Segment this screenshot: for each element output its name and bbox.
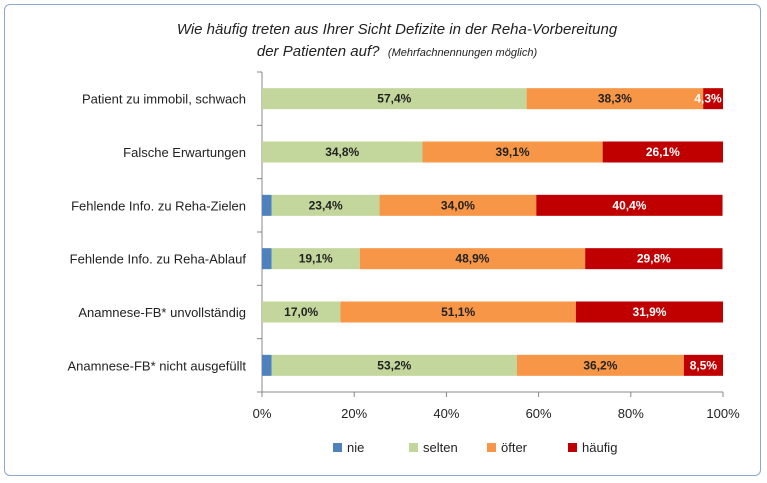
legend-item-öfter: öfter: [487, 440, 528, 455]
bar-segment-selten: [271, 354, 517, 376]
legend-label: öfter: [501, 440, 528, 455]
x-tick-label: 20%: [341, 406, 367, 421]
chart-title-line2: der Patienten auf? (Mehrfachnennungen mö…: [257, 43, 538, 60]
data-label: 8,5%: [690, 358, 718, 372]
data-label: 17,0%: [284, 305, 318, 319]
legend-label: nie: [347, 440, 364, 455]
legend-label: selten: [423, 440, 458, 455]
data-label: 19,1%: [299, 252, 333, 266]
bar-segment-selten: [262, 88, 527, 110]
data-label: 31,9%: [632, 305, 666, 319]
bar-segment-nie: [262, 194, 272, 216]
bar-segment-selten: [271, 248, 360, 270]
category-label: Fehlende Info. zu Reha-Ablauf: [70, 252, 247, 267]
bar-segment-häufig: [575, 301, 723, 323]
x-tick-label: 40%: [433, 406, 459, 421]
category-label: Falsche Erwartungen: [123, 145, 246, 160]
bar-segment-nie: [262, 248, 272, 270]
chart-title-line1: Wie häufig treten aus Ihrer Sicht Defizi…: [177, 21, 618, 38]
data-label: 38,3%: [598, 92, 632, 106]
bar-segment-häufig: [683, 354, 723, 376]
bar-segment-öfter: [422, 141, 603, 163]
legend-swatch: [487, 443, 496, 452]
data-label: 23,4%: [309, 198, 343, 212]
bar-segment-öfter: [516, 354, 684, 376]
x-tick-label: 100%: [706, 406, 740, 421]
data-label: 4,3%: [694, 92, 722, 106]
data-label: 26,1%: [646, 145, 680, 159]
bar-segment-öfter: [526, 88, 704, 110]
category-label: Patient zu immobil, schwach: [82, 92, 246, 107]
bar-segment-selten: [262, 141, 423, 163]
legend-item-selten: selten: [409, 440, 458, 455]
data-label: 29,8%: [637, 252, 671, 266]
data-label: 48,9%: [455, 252, 489, 266]
category-label: Anamnese-FB* unvollständig: [78, 305, 246, 320]
category-label: Anamnese-FB* nicht ausgefüllt: [68, 358, 247, 373]
legend-swatch: [333, 443, 342, 452]
legend: nie selten öfter häufig: [333, 440, 617, 455]
legend-swatch: [409, 443, 418, 452]
legend-item-häufig: häufig: [568, 440, 617, 455]
x-tick-label: 0%: [253, 406, 272, 421]
bar-segment-häufig: [703, 88, 723, 110]
data-label: 57,4%: [377, 92, 411, 106]
data-label: 36,2%: [583, 358, 617, 372]
chart-title-line2-main: der Patienten auf?: [257, 43, 380, 60]
data-label: 39,1%: [496, 145, 530, 159]
bar-segment-nie: [262, 354, 272, 376]
chart-title-note: (Mehrfachnennungen möglich): [388, 47, 538, 59]
bar-segment-öfter: [379, 194, 537, 216]
x-tick-label: 60%: [526, 406, 552, 421]
data-label: 34,8%: [325, 145, 359, 159]
data-label: 51,1%: [441, 305, 475, 319]
bar-segment-häufig: [536, 194, 723, 216]
legend-swatch: [568, 443, 577, 452]
data-label: 40,4%: [612, 198, 646, 212]
x-tick-label: 80%: [618, 406, 644, 421]
category-label: Fehlende Info. zu Reha-Zielen: [71, 198, 246, 213]
bar-segment-öfter: [359, 248, 586, 270]
bar-segment-häufig: [602, 141, 723, 163]
bar-segment-häufig: [585, 248, 723, 270]
bar-segment-öfter: [340, 301, 576, 323]
plot-area: 0% 20% 40% 60% 80% 100% Patient zu immobil, sc…: [68, 71, 740, 421]
data-label: 53,2%: [377, 358, 411, 372]
legend-item-nie: nie: [333, 440, 364, 455]
data-label: 34,0%: [441, 198, 475, 212]
legend-label: häufig: [582, 440, 617, 455]
bar-segment-selten: [262, 301, 341, 323]
chart-frame: [4, 4, 761, 476]
bar-segment-selten: [271, 194, 380, 216]
